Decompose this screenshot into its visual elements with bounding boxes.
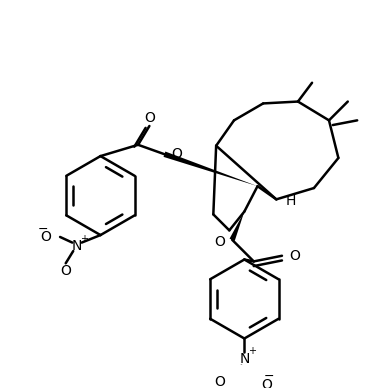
Polygon shape <box>163 152 258 186</box>
Text: O: O <box>214 375 226 388</box>
Text: −: − <box>264 370 274 383</box>
Text: N: N <box>72 239 82 253</box>
Text: O: O <box>144 111 155 125</box>
Text: O: O <box>289 249 300 263</box>
Text: +: + <box>80 234 88 244</box>
Text: O: O <box>60 264 71 278</box>
Text: O: O <box>171 147 182 161</box>
Text: O: O <box>215 235 226 249</box>
Text: O: O <box>40 230 50 244</box>
Text: +: + <box>248 346 256 356</box>
Text: −: − <box>38 223 48 236</box>
Text: N: N <box>239 352 249 366</box>
Polygon shape <box>230 211 244 241</box>
Text: O: O <box>261 378 272 388</box>
Text: H: H <box>285 194 295 208</box>
